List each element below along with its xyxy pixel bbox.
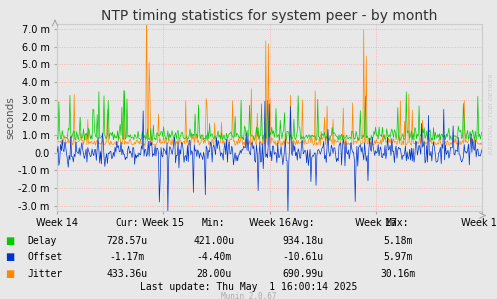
Text: -1.17m: -1.17m [109,252,144,262]
Text: Delay: Delay [27,236,57,246]
Text: Min:: Min: [202,218,226,228]
Text: 5.97m: 5.97m [383,252,413,262]
Text: Jitter: Jitter [27,269,63,279]
Title: NTP timing statistics for system peer - by month: NTP timing statistics for system peer - … [101,9,438,23]
Text: 421.00u: 421.00u [193,236,234,246]
Text: Offset: Offset [27,252,63,262]
Text: RRDTOOL / TOBI OETIKER: RRDTOOL / TOBI OETIKER [489,73,494,154]
Text: 690.99u: 690.99u [283,269,324,279]
Text: 433.36u: 433.36u [106,269,147,279]
Text: 5.18m: 5.18m [383,236,413,246]
Text: 30.16m: 30.16m [380,269,415,279]
Text: ■: ■ [5,269,14,279]
Text: -10.61u: -10.61u [283,252,324,262]
Text: Last update: Thu May  1 16:00:14 2025: Last update: Thu May 1 16:00:14 2025 [140,282,357,292]
Text: 728.57u: 728.57u [106,236,147,246]
Text: Max:: Max: [386,218,410,228]
Text: ■: ■ [5,252,14,262]
Text: 934.18u: 934.18u [283,236,324,246]
Text: Avg:: Avg: [291,218,315,228]
Text: Munin 2.0.67: Munin 2.0.67 [221,292,276,299]
Y-axis label: seconds: seconds [5,96,15,139]
Text: -4.40m: -4.40m [196,252,231,262]
Text: 28.00u: 28.00u [196,269,231,279]
Text: ■: ■ [5,236,14,246]
Text: Cur:: Cur: [115,218,139,228]
